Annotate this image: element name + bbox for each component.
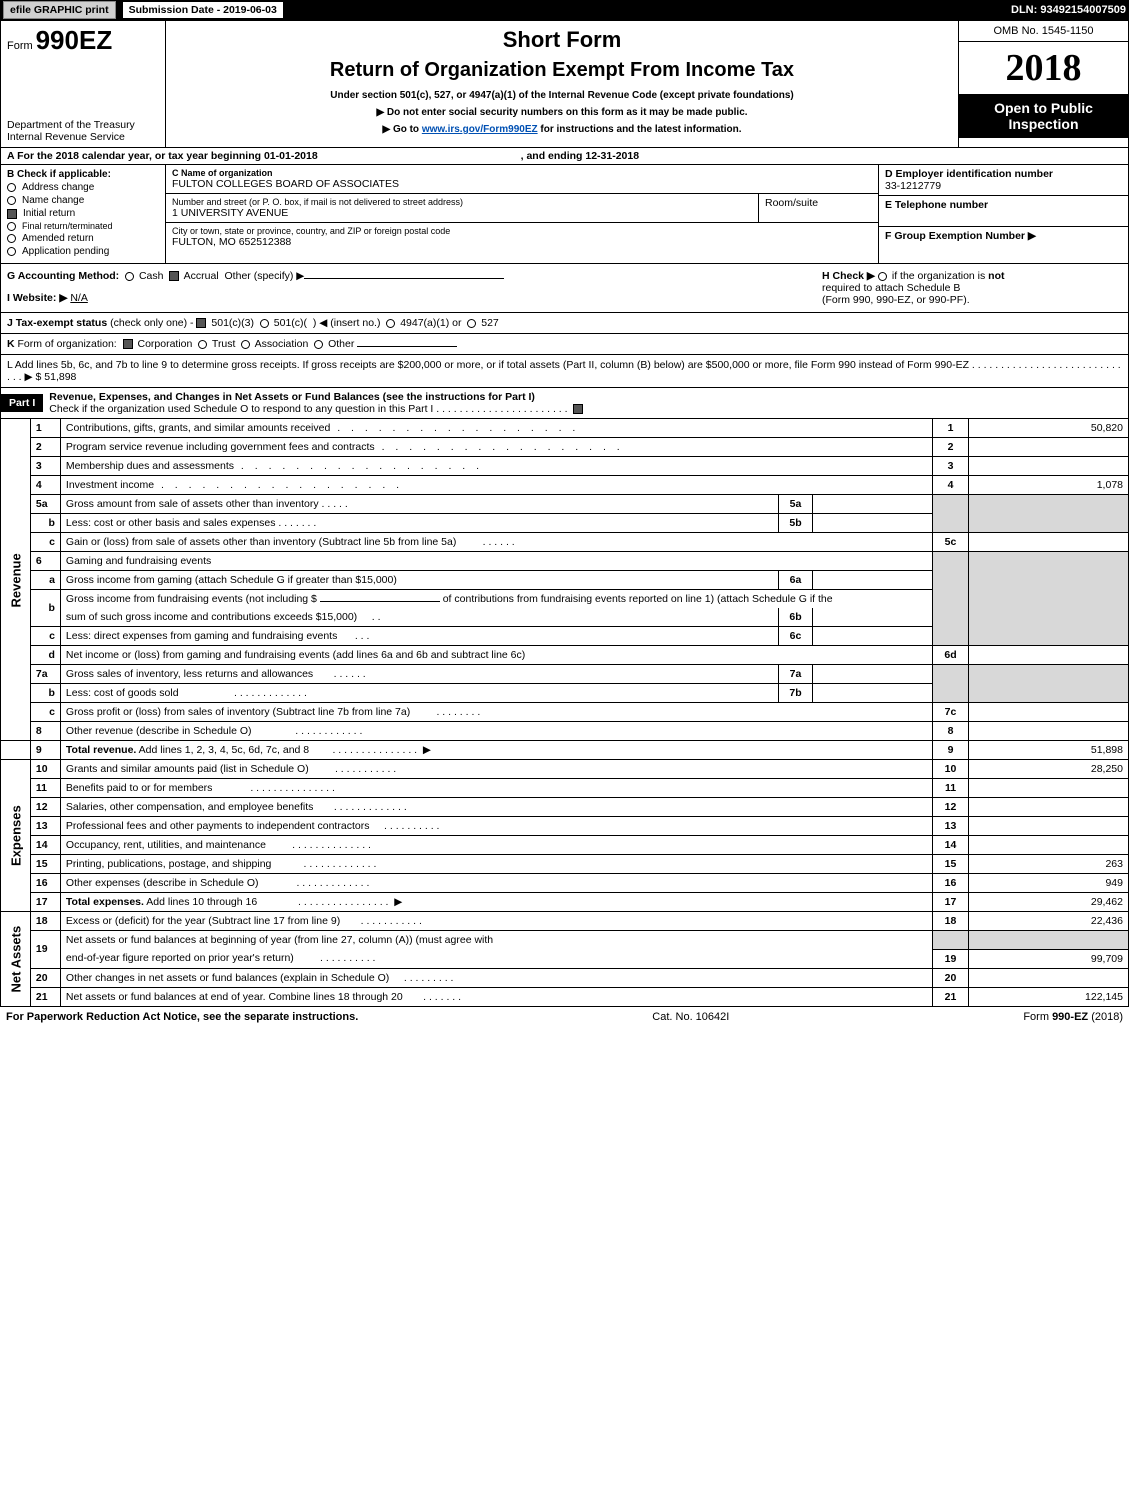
- radio-accrual[interactable]: [169, 271, 179, 281]
- checkbox-address-change[interactable]: [7, 183, 16, 192]
- chk-4947[interactable]: [386, 319, 395, 328]
- website-label: I Website: ▶: [7, 292, 67, 304]
- line-21-value: 122,145: [969, 987, 1129, 1006]
- form-number: 990EZ: [36, 25, 113, 55]
- chk-527[interactable]: [467, 319, 476, 328]
- chk-501c3[interactable]: [196, 318, 206, 328]
- dept-treasury: Department of the Treasury: [7, 119, 159, 131]
- line-10-value: 28,250: [969, 760, 1129, 779]
- radio-cash[interactable]: [125, 272, 134, 281]
- part-1-label: Part I: [1, 394, 43, 412]
- column-d-e-f: D Employer identification number 33-1212…: [878, 165, 1128, 263]
- line-16-value: 949: [969, 874, 1129, 893]
- omb-number: OMB No. 1545-1150: [959, 21, 1128, 42]
- checkbox-initial-return[interactable]: [7, 209, 17, 219]
- line-9-value: 51,898: [969, 741, 1129, 760]
- website-value: N/A: [70, 292, 88, 304]
- column-c-org-info: C Name of organization FULTON COLLEGES B…: [166, 165, 878, 263]
- section-g-h: G Accounting Method: Cash Accrual Other …: [0, 264, 1129, 313]
- city-state-zip: FULTON, MO 652512388: [172, 236, 872, 248]
- row-a-tax-year: A For the 2018 calendar year, or tax yea…: [0, 148, 1129, 165]
- row-l-gross-receipts: L Add lines 5b, 6c, and 7b to line 9 to …: [0, 355, 1129, 388]
- line-1-value: 50,820: [969, 419, 1129, 438]
- form-prefix: Form: [7, 40, 33, 52]
- row-k-org-form: K Form of organization: Corporation Trus…: [0, 334, 1129, 355]
- chk-501c[interactable]: [260, 319, 269, 328]
- checkbox-pending[interactable]: [7, 247, 16, 256]
- form-number-footer: Form 990-EZ (2018): [1023, 1011, 1123, 1023]
- line-4-value: 1,078: [969, 476, 1129, 495]
- tax-year: 2018: [959, 42, 1128, 94]
- other-specify-input[interactable]: [304, 278, 504, 279]
- line-19-value: 99,709: [969, 949, 1129, 968]
- line-18-value: 22,436: [969, 912, 1129, 931]
- revenue-section-label: Revenue: [1, 419, 31, 741]
- row-j-tax-exempt: J Tax-exempt status (check only one) - 5…: [0, 313, 1129, 334]
- chk-other-org[interactable]: [314, 340, 323, 349]
- part-1-header: Part I Revenue, Expenses, and Changes in…: [0, 388, 1129, 419]
- street-address: 1 UNIVERSITY AVENUE: [172, 207, 752, 219]
- org-name: FULTON COLLEGES BOARD OF ASSOCIATES: [172, 178, 872, 190]
- dln: DLN: 93492154007509: [1011, 4, 1126, 16]
- short-form-title: Short Form: [172, 27, 952, 53]
- paperwork-notice: For Paperwork Reduction Act Notice, see …: [6, 1011, 358, 1023]
- checkbox-amended[interactable]: [7, 234, 16, 243]
- room-suite-label: Room/suite: [758, 194, 878, 222]
- chk-corporation[interactable]: [123, 339, 133, 349]
- goto-note: ▶ Go to www.irs.gov/Form990EZ for instru…: [172, 124, 952, 135]
- top-bar: efile GRAPHIC print Submission Date - 20…: [0, 0, 1129, 20]
- line-17-value: 29,462: [969, 893, 1129, 912]
- submission-date: Submission Date - 2019-06-03: [122, 1, 284, 19]
- checkbox-name-change[interactable]: [7, 196, 16, 205]
- irs: Internal Revenue Service: [7, 131, 159, 143]
- expenses-section-label: Expenses: [1, 760, 31, 912]
- section-b-c-d: B Check if applicable: Address change Na…: [0, 165, 1129, 264]
- checkbox-final-return[interactable]: [7, 222, 16, 231]
- efile-print-button[interactable]: efile GRAPHIC print: [3, 1, 116, 19]
- cat-number: Cat. No. 10642I: [652, 1011, 729, 1023]
- chk-trust[interactable]: [198, 340, 207, 349]
- irs-link[interactable]: www.irs.gov/Form990EZ: [422, 124, 538, 135]
- part-1-title: Revenue, Expenses, and Changes in Net As…: [49, 391, 535, 403]
- subtitle: Under section 501(c), 527, or 4947(a)(1)…: [172, 90, 952, 101]
- column-b-checkboxes: B Check if applicable: Address change Na…: [1, 165, 166, 263]
- ssn-note: ▶ Do not enter social security numbers o…: [172, 107, 952, 118]
- accounting-method-label: G Accounting Method:: [7, 270, 119, 282]
- form-header: Form 990EZ Department of the Treasury In…: [0, 20, 1129, 148]
- checkbox-schedule-b[interactable]: [878, 272, 887, 281]
- ein-value: 33-1212779: [885, 180, 1122, 192]
- gross-receipts-amount: 51,898: [44, 371, 76, 383]
- net-assets-section-label: Net Assets: [1, 912, 31, 1007]
- line-15-value: 263: [969, 855, 1129, 874]
- chk-association[interactable]: [241, 340, 250, 349]
- page-footer: For Paperwork Reduction Act Notice, see …: [0, 1007, 1129, 1027]
- main-title: Return of Organization Exempt From Incom…: [172, 59, 952, 82]
- open-to-public: Open to Public Inspection: [959, 94, 1128, 138]
- part-1-table: Revenue 1 Contributions, gifts, grants, …: [0, 419, 1129, 1007]
- checkbox-schedule-o[interactable]: [573, 404, 583, 414]
